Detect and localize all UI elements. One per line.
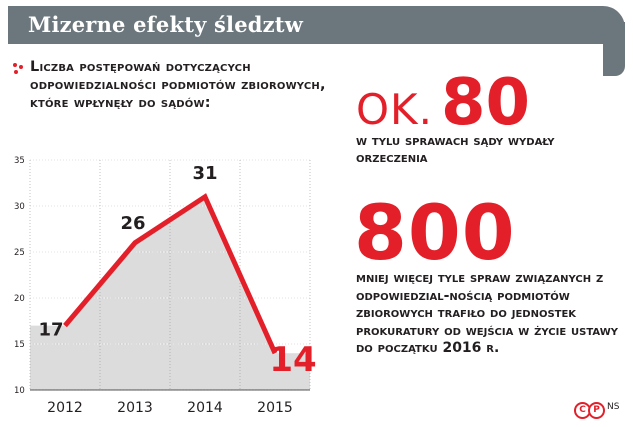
- stat2-value: 800: [354, 188, 516, 277]
- data-label: 17: [38, 320, 63, 341]
- chart-title: Liczba postępowań dotyczących odpowiedzi…: [30, 59, 326, 111]
- y-tick-label: 30: [14, 202, 25, 212]
- y-tick-label: 25: [14, 248, 25, 258]
- stat1-description: w tylu sprawach sądy wydały orzeczenia: [356, 133, 555, 166]
- x-tick-label: 2015: [257, 400, 293, 416]
- y-tick-label: 10: [14, 386, 25, 396]
- stat1-prefix: OK.: [356, 85, 433, 134]
- agency-credit: NS: [607, 402, 620, 412]
- data-label: 26: [120, 213, 145, 234]
- stat1-figure: OK. 80: [356, 66, 530, 140]
- x-tick-label: 2014: [187, 400, 223, 416]
- header-curl: [603, 22, 625, 76]
- stat2-description: mniej więcej tyle spraw związanych z odp…: [356, 270, 618, 356]
- copyright-p-icon: P: [588, 402, 605, 419]
- data-label: 14: [269, 340, 316, 380]
- area-fill: [30, 196, 310, 390]
- x-tick-label: 2012: [47, 400, 83, 416]
- y-tick-label: 15: [14, 340, 25, 350]
- page-title: Mizerne efekty śledztw: [28, 12, 303, 37]
- y-tick-label: 20: [14, 294, 25, 304]
- data-label: 31: [192, 163, 217, 184]
- series-line: [63, 193, 278, 355]
- bullet-icon: [13, 63, 23, 74]
- line-chart: 10 15 20 25 30 35 2012 2013 2014 2015 17 26 31 14: [14, 156, 317, 416]
- stat1-value: 80: [440, 66, 531, 140]
- x-tick-label: 2013: [117, 400, 153, 416]
- header-bar: Mizerne efekty śledztw: [8, 6, 625, 44]
- copyright-mark: C P NS: [574, 397, 626, 419]
- y-tick-label: 35: [14, 156, 25, 166]
